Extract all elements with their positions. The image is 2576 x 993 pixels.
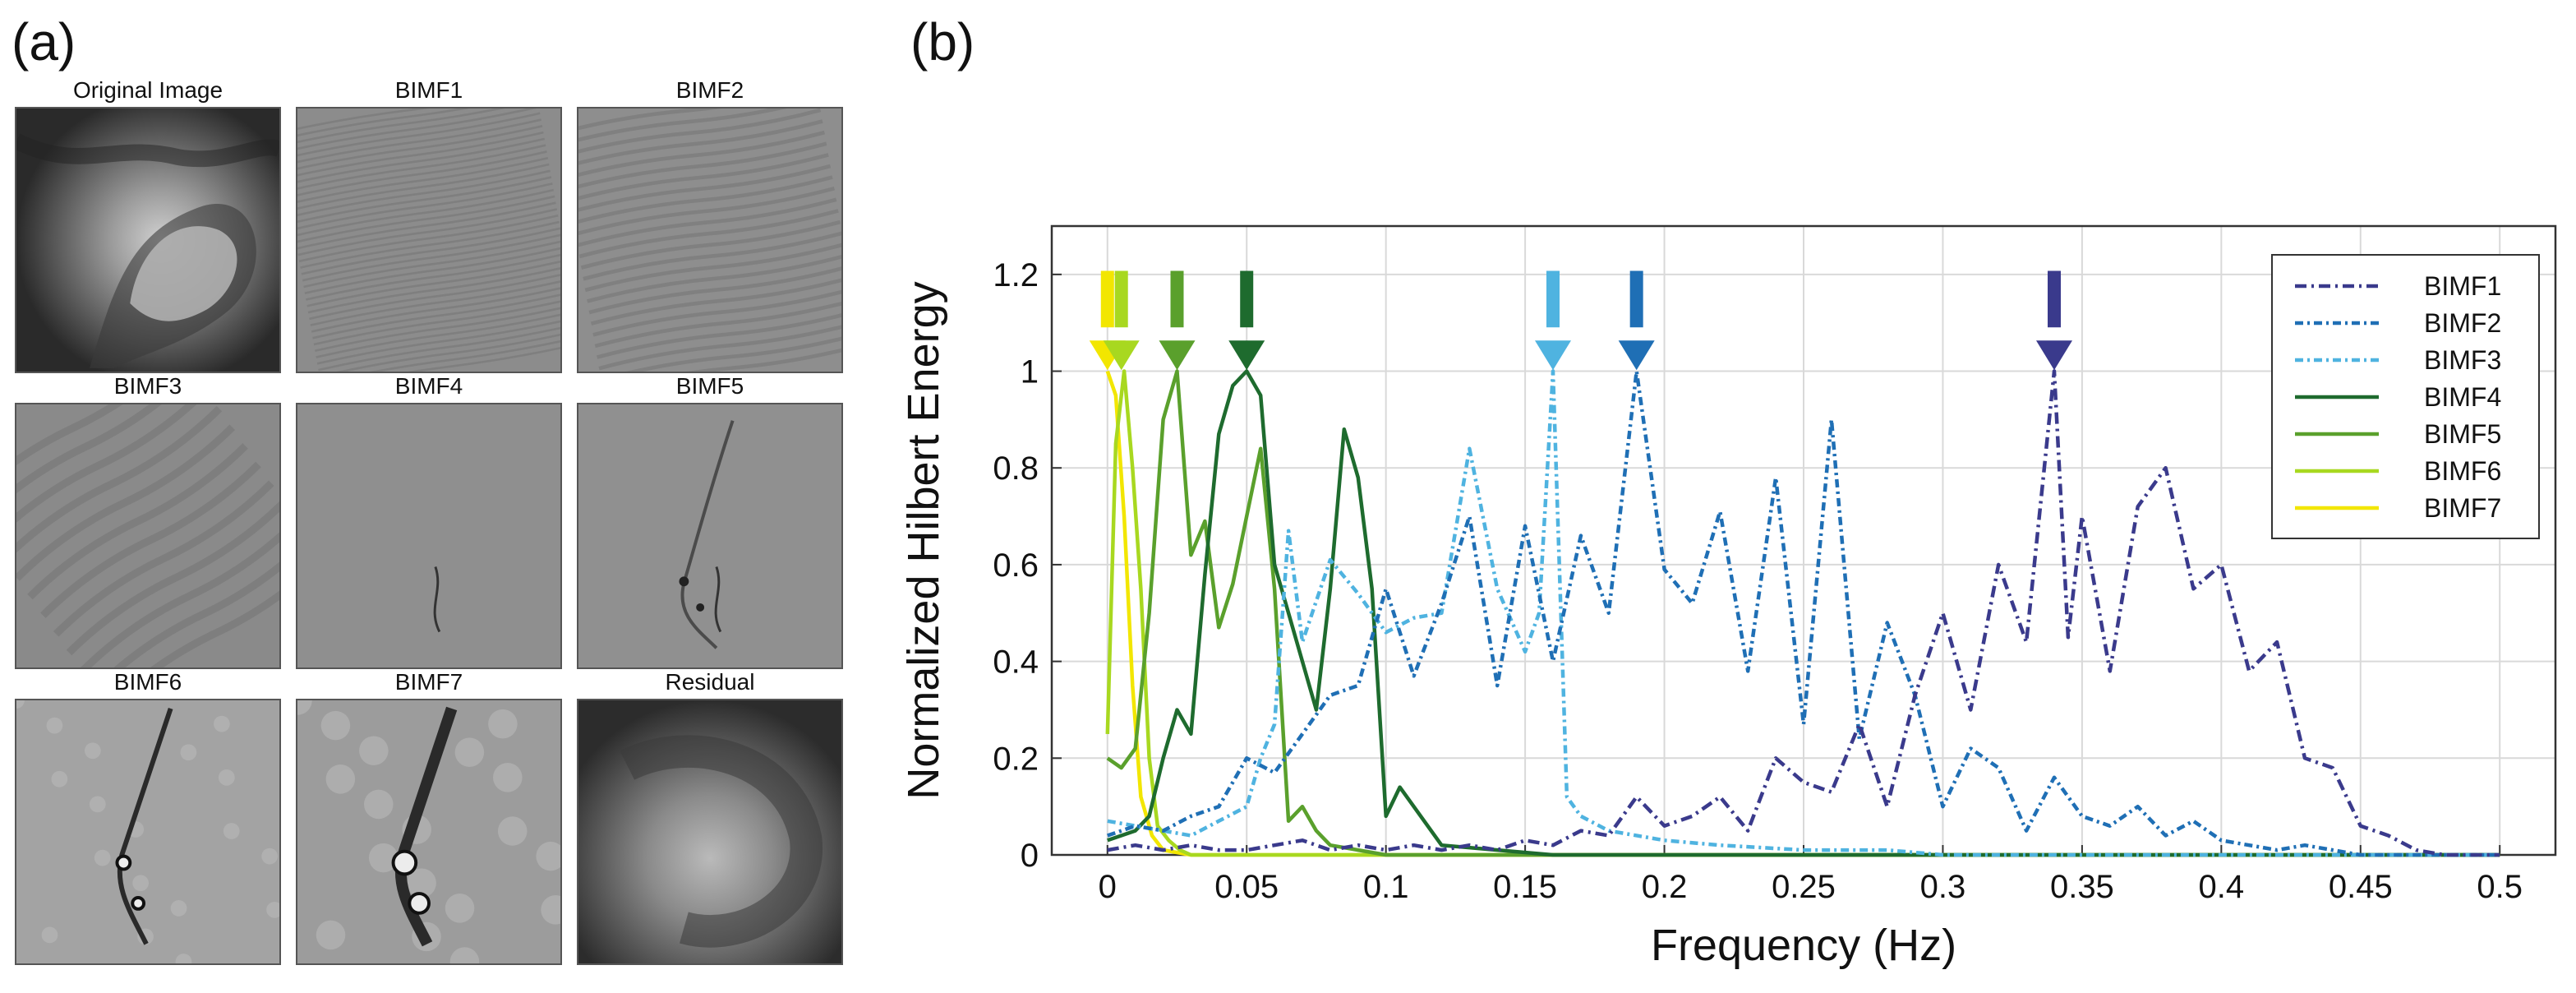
peak-arrow-head	[1535, 340, 1571, 370]
peak-arrow-head	[1159, 340, 1196, 370]
decomposition-image	[296, 107, 562, 373]
peak-arrow-head	[1228, 340, 1265, 370]
legend-entry: BIMF1	[2424, 271, 2501, 301]
peak-arrow-shaft	[2048, 271, 2061, 328]
image-title: BIMF2	[577, 77, 843, 104]
image-title: BIMF7	[296, 669, 562, 695]
hilbert-energy-chart: 0 0.05 0.1 0.15 0.2 0.25 0.3 0.35 0.4 0.45 0.5 0 0.2…	[896, 189, 2572, 978]
y-tick-label: 1.2	[993, 257, 1039, 293]
x-axis-label: Frequency (Hz)	[1651, 921, 1956, 970]
image-title: BIMF6	[15, 669, 281, 695]
peak-arrow-shaft	[1630, 271, 1643, 328]
legend-entry: BIMF2	[2424, 308, 2501, 338]
image-title: BIMF3	[15, 373, 281, 400]
decomposition-image	[577, 107, 843, 373]
x-tick-label: 0.4	[2199, 869, 2245, 905]
peak-arrow-shaft	[1240, 271, 1253, 328]
decomposition-image	[577, 403, 843, 669]
legend-entry: BIMF4	[2424, 382, 2501, 412]
peak-arrow-shaft	[1115, 271, 1128, 328]
y-tick-label: 1	[1021, 354, 1039, 390]
peak-arrow-shaft	[1101, 271, 1114, 328]
peak-arrow-shaft	[1546, 271, 1560, 328]
peak-arrow-shaft	[1171, 271, 1184, 328]
decomposition-image	[15, 699, 281, 965]
legend-entry: BIMF3	[2424, 345, 2501, 375]
x-tick-label: 0.05	[1214, 869, 1279, 905]
legend-entry: BIMF5	[2424, 419, 2501, 449]
y-tick-label: 0.8	[993, 450, 1039, 487]
decomposition-image	[296, 403, 562, 669]
x-tick-label: 0.1	[1363, 869, 1409, 905]
panel-b-label: (b)	[910, 12, 975, 72]
x-tick-label: 0.3	[1920, 869, 1966, 905]
x-tick-label: 0.5	[2477, 869, 2523, 905]
x-tick-label: 0	[1099, 869, 1117, 905]
decomposition-image	[15, 403, 281, 669]
image-title: BIMF1	[296, 77, 562, 104]
x-tick-label: 0.15	[1493, 869, 1557, 905]
y-tick-label: 0.2	[993, 741, 1039, 777]
decomposition-image	[296, 699, 562, 965]
image-title: Residual	[577, 669, 843, 695]
image-title: BIMF4	[296, 373, 562, 400]
image-title: BIMF5	[577, 373, 843, 400]
y-tick-label: 0.4	[993, 644, 1039, 681]
x-tick-label: 0.35	[2050, 869, 2114, 905]
y-tick-label: 0.6	[993, 547, 1039, 584]
y-axis-label: Normalized Hilbert Energy	[899, 281, 948, 799]
x-tick-label: 0.25	[1772, 869, 1836, 905]
x-tick-label: 0.2	[1642, 869, 1688, 905]
decomposition-image	[15, 107, 281, 373]
y-tick-label: 0	[1021, 838, 1039, 874]
panel-a-label: (a)	[12, 12, 76, 72]
x-tick-label: 0.45	[2329, 869, 2393, 905]
legend-entry: BIMF7	[2424, 493, 2501, 523]
legend-entry: BIMF6	[2424, 456, 2501, 486]
peak-arrow-head	[1619, 340, 1655, 370]
peak-arrow-head	[2036, 340, 2072, 370]
decomposition-image	[577, 699, 843, 965]
image-title: Original Image	[15, 77, 281, 104]
